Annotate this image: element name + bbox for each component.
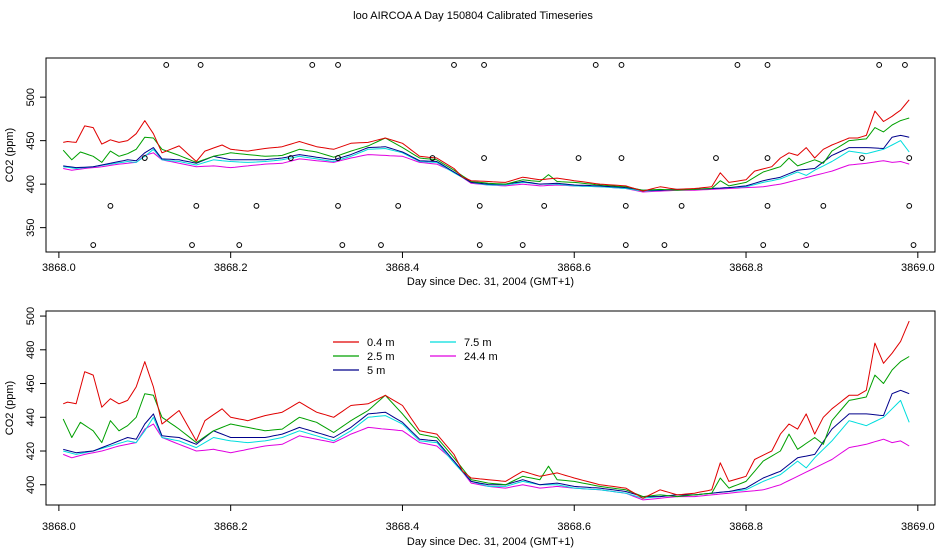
flag-marker [760, 242, 767, 248]
y-tick-label: 440 [25, 408, 37, 426]
flag-marker [395, 202, 402, 209]
x-tick-label: 3869.0 [901, 521, 935, 533]
flag-marker [575, 155, 582, 161]
series-line-24-4-mm [63, 423, 910, 501]
series-line-2-5-mm [62, 117, 910, 191]
legend-label: 2.5 m [367, 351, 395, 363]
series-lines [62, 320, 910, 501]
series-line-2-5-mm [62, 356, 910, 498]
series-line-0-4-mm [63, 99, 910, 192]
flag-marker [107, 202, 114, 209]
y-tick-label: 420 [25, 442, 37, 460]
series-lines [62, 99, 910, 193]
flag-marker [287, 155, 294, 161]
flag-marker [906, 202, 913, 209]
flag-marker [622, 242, 629, 248]
x-tick-label: 3868.0 [42, 521, 76, 533]
flag-marker [476, 242, 483, 248]
flag-marker [335, 155, 341, 161]
flag-marker [90, 242, 97, 248]
flag-marker [678, 202, 685, 209]
x-tick-label: 3868.8 [729, 262, 763, 274]
y-tick-label: 500 [25, 88, 37, 106]
x-tick-label: 3868.6 [557, 262, 591, 274]
flag-marker [622, 202, 629, 209]
flag-marker [618, 62, 625, 68]
x-tick-label: 3868.2 [214, 521, 248, 533]
flag-marker [803, 242, 810, 248]
series-line-5-mm [63, 389, 910, 498]
flag-marker [197, 62, 204, 68]
flag-marker [481, 62, 487, 68]
flag-marker [189, 242, 195, 248]
legend-label: 5 m [367, 365, 385, 377]
series-line-5-mm [63, 134, 910, 191]
flag-marker [820, 202, 827, 209]
figure-title: loo AIRCOA A Day 150804 Calibrated Times… [353, 10, 593, 22]
flag-marker [764, 202, 771, 209]
x-tick-label: 3868.4 [386, 521, 420, 533]
panel-bottom-co2-timeseries: 3868.0 3868.2 3868.4 3868.6 3868.8 3869.0 400 4… [4, 307, 936, 548]
series-line-7-5-mm [63, 140, 910, 192]
flag-marker [713, 155, 719, 161]
y-tick-label: 350 [25, 218, 37, 236]
y-tick-label: 450 [25, 131, 37, 149]
flag-marker [253, 202, 260, 209]
flag-marker [236, 242, 243, 248]
flag-marker [764, 62, 771, 68]
flag-marker [193, 202, 200, 209]
flag-marker [906, 155, 913, 161]
flag-marker [910, 242, 917, 248]
plot-frame [45, 310, 936, 506]
flag-marker [476, 202, 483, 209]
y-tick-label: 480 [25, 341, 37, 359]
flag-marker [764, 155, 771, 161]
x-tick-label: 3868.2 [214, 262, 248, 274]
flag-marker [519, 242, 526, 248]
flag-marker [661, 242, 668, 248]
flag-marker [481, 155, 487, 161]
flag-marker [876, 62, 883, 68]
flag-marker [309, 62, 316, 68]
legend-label: 7.5 m [464, 337, 492, 349]
flag-marker [451, 62, 457, 68]
panel-top-co2-flags: 3868.0 3868.2 3868.4 3868.6 3868.8 3869.0 350 4… [4, 57, 936, 288]
y-axis-label: CO2 (ppm) [4, 128, 16, 182]
y-axis-label: CO2 (ppm) [4, 381, 16, 435]
y-tick-label: 500 [25, 307, 37, 325]
plot-frame [45, 57, 936, 253]
series-line-7-5-mm [63, 399, 910, 499]
flag-marker [339, 242, 346, 248]
legend-label: 24.4 m [464, 351, 498, 363]
flag-marker [335, 202, 341, 209]
legend-label: 0.4 m [367, 337, 395, 349]
flag-marker [859, 155, 865, 161]
flag-marker [541, 202, 548, 209]
x-tick-label: 3868.4 [386, 262, 420, 274]
flag-marker [141, 155, 148, 161]
y-tick-label: 400 [25, 175, 37, 193]
x-tick-label: 3868.8 [729, 521, 763, 533]
y-tick-label: 460 [25, 374, 37, 392]
x-axis-label: Day since Dec. 31, 2004 (GMT+1) [407, 536, 574, 548]
flag-marker [335, 62, 341, 68]
y-tick-label: 400 [25, 476, 37, 494]
legend: 0.4 m 2.5 m 5 m 7.5 m 24.4 m [333, 337, 498, 377]
flag-marker [618, 155, 625, 161]
flag-marker [378, 242, 384, 248]
flag-marker [163, 62, 170, 68]
flag-marker [734, 62, 741, 68]
x-tick-label: 3868.6 [557, 521, 591, 533]
x-tick-label: 3868.0 [42, 262, 76, 274]
x-axis-label: Day since Dec. 31, 2004 (GMT+1) [407, 276, 574, 288]
flag-marker [429, 155, 436, 161]
x-tick-label: 3869.0 [901, 262, 935, 274]
series-line-0-4-mm [63, 320, 910, 499]
flag-marker [592, 62, 599, 68]
flag-marker [902, 62, 908, 68]
